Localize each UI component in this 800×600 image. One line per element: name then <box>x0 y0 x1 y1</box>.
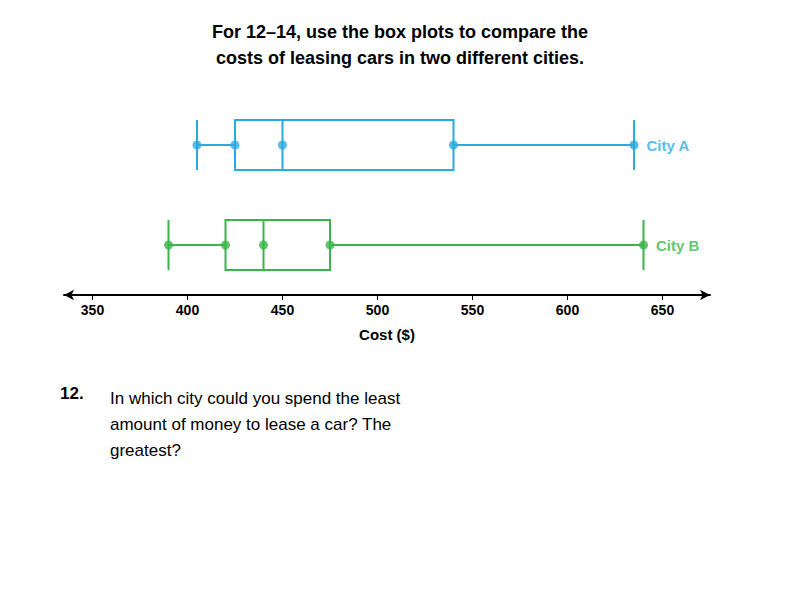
svg-text:greatest?: greatest? <box>110 441 181 460</box>
svg-text:In which city could you spend: In which city could you spend the least <box>110 389 400 408</box>
svg-text:600: 600 <box>556 302 580 318</box>
svg-text:amount of money to lease a car: amount of money to lease a car? The <box>110 415 391 434</box>
svg-text:City B: City B <box>656 237 700 254</box>
svg-text:350: 350 <box>81 302 105 318</box>
svg-text:12.: 12. <box>60 384 84 403</box>
svg-text:Cost ($): Cost ($) <box>359 326 415 343</box>
svg-text:550: 550 <box>461 302 485 318</box>
svg-text:costs of leasing cars in two d: costs of leasing cars in two different c… <box>216 48 584 68</box>
svg-text:City A: City A <box>647 137 690 154</box>
svg-text:450: 450 <box>271 302 295 318</box>
svg-text:650: 650 <box>651 302 675 318</box>
svg-text:For 12–14, use the box plots t: For 12–14, use the box plots to compare … <box>212 22 588 42</box>
svg-text:500: 500 <box>366 302 390 318</box>
svg-text:400: 400 <box>176 302 200 318</box>
